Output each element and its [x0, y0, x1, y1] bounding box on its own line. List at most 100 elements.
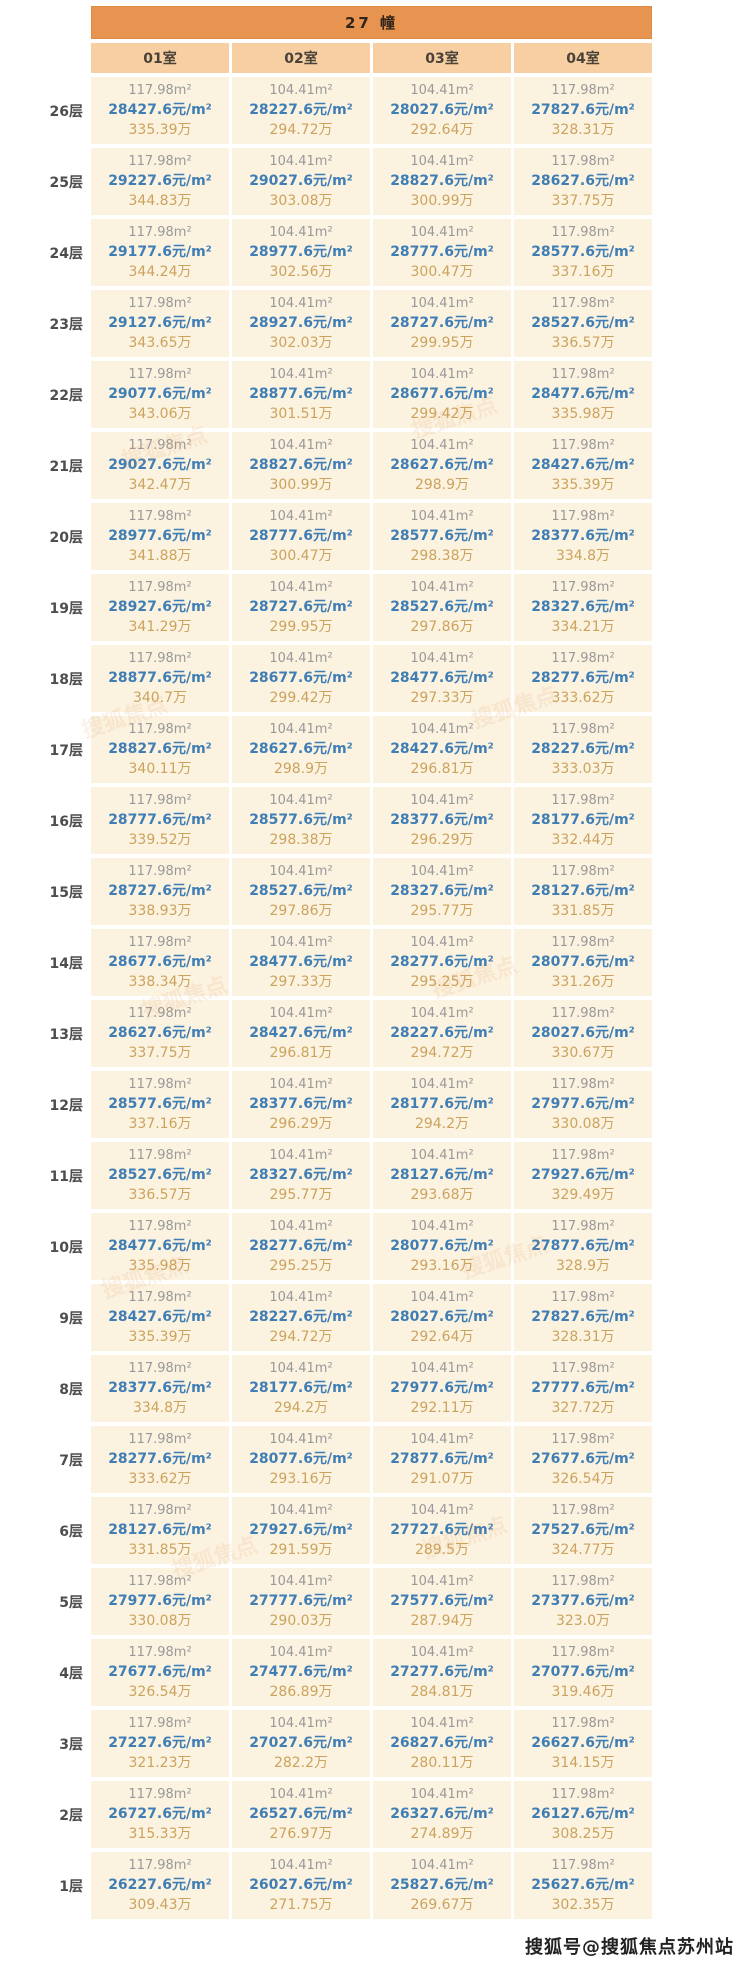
price-cell: 104.41m² 25827.6元/m² 269.67万	[373, 1852, 511, 1919]
area-value: 117.98m²	[128, 154, 192, 169]
price-cell: 117.98m² 27077.6元/m² 319.46万	[514, 1639, 652, 1706]
floor-label: 13层	[49, 1026, 83, 1043]
price-cell: 117.98m² 29227.6元/m² 344.83万	[91, 148, 229, 215]
unit-price-value: 29127.6元/m²	[108, 315, 212, 331]
total-price-value: 292.64万	[410, 1329, 474, 1345]
area-value: 104.41m²	[269, 154, 333, 169]
floor-label: 3层	[59, 1736, 83, 1753]
area-value: 104.41m²	[269, 864, 333, 879]
area-value: 117.98m²	[551, 722, 615, 737]
unit-price-value: 28127.6元/m²	[390, 1167, 494, 1183]
total-price-value: 344.24万	[128, 264, 192, 280]
unit-price-value: 29077.6元/m²	[108, 386, 212, 402]
unit-price-value: 28977.6元/m²	[249, 244, 353, 260]
price-cell: 117.98m² 26627.6元/m² 314.15万	[514, 1710, 652, 1777]
total-price-value: 331.26万	[551, 974, 615, 990]
total-price-value: 302.03万	[269, 335, 333, 351]
unit-price-value: 26827.6元/m²	[390, 1735, 494, 1751]
total-price-value: 326.54万	[128, 1684, 192, 1700]
total-price-value: 286.89万	[269, 1684, 333, 1700]
total-price-value: 337.75万	[551, 193, 615, 209]
area-value: 117.98m²	[128, 1006, 192, 1021]
unit-price-value: 27977.6元/m²	[108, 1593, 212, 1609]
price-cell: 117.98m² 28077.6元/m² 331.26万	[514, 929, 652, 996]
area-value: 117.98m²	[551, 1645, 615, 1660]
price-cell: 117.98m² 29127.6元/m² 343.65万	[91, 290, 229, 357]
floor-label: 5层	[59, 1594, 83, 1611]
area-value: 104.41m²	[269, 1574, 333, 1589]
unit-price-value: 28427.6元/m²	[108, 102, 212, 118]
price-cell: 117.98m² 28327.6元/m² 334.21万	[514, 574, 652, 641]
unit-price-value: 28127.6元/m²	[108, 1522, 212, 1538]
unit-price-value: 28577.6元/m²	[108, 1096, 212, 1112]
area-value: 104.41m²	[269, 1006, 333, 1021]
floor-label: 23层	[49, 316, 83, 333]
unit-price-value: 28777.6元/m²	[108, 812, 212, 828]
area-value: 104.41m²	[269, 296, 333, 311]
unit-price-value: 27377.6元/m²	[531, 1593, 635, 1609]
total-price-value: 296.29万	[269, 1116, 333, 1132]
unit-price-value: 28577.6元/m²	[390, 528, 494, 544]
price-cell: 104.41m² 27027.6元/m² 282.2万	[232, 1710, 370, 1777]
total-price-value: 299.95万	[410, 335, 474, 351]
unit-price-value: 28227.6元/m²	[531, 741, 635, 757]
price-cell: 104.41m² 28377.6元/m² 296.29万	[232, 1071, 370, 1138]
total-price-value: 297.33万	[410, 690, 474, 706]
price-cell: 117.98m² 27977.6元/m² 330.08万	[514, 1071, 652, 1138]
area-value: 104.41m²	[410, 1432, 474, 1447]
total-price-value: 308.25万	[551, 1826, 615, 1842]
unit-price-value: 28177.6元/m²	[390, 1096, 494, 1112]
total-price-value: 274.89万	[410, 1826, 474, 1842]
total-price-value: 291.59万	[269, 1542, 333, 1558]
area-value: 117.98m²	[551, 1503, 615, 1518]
area-value: 104.41m²	[269, 225, 333, 240]
total-price-value: 334.21万	[551, 619, 615, 635]
total-price-value: 298.38万	[410, 548, 474, 564]
price-cell: 117.98m² 29027.6元/m² 342.47万	[91, 432, 229, 499]
total-price-value: 294.2万	[273, 1400, 329, 1416]
total-price-value: 328.31万	[551, 1329, 615, 1345]
total-price-value: 295.77万	[410, 903, 474, 919]
total-price-value: 336.57万	[551, 335, 615, 351]
unit-price-value: 28877.6元/m²	[108, 670, 212, 686]
price-cell: 117.98m² 26227.6元/m² 309.43万	[91, 1852, 229, 1919]
price-cell: 104.41m² 28327.6元/m² 295.77万	[373, 858, 511, 925]
price-cell: 104.41m² 28777.6元/m² 300.47万	[373, 219, 511, 286]
area-value: 117.98m²	[551, 1361, 615, 1376]
unit-price-value: 28677.6元/m²	[390, 386, 494, 402]
unit-price-value: 27927.6元/m²	[249, 1522, 353, 1538]
unit-price-value: 27277.6元/m²	[390, 1664, 494, 1680]
unit-price-value: 27977.6元/m²	[390, 1380, 494, 1396]
unit-price-value: 27927.6元/m²	[531, 1167, 635, 1183]
area-value: 117.98m²	[551, 296, 615, 311]
total-price-value: 334.8万	[555, 548, 611, 564]
price-cell: 117.98m² 28527.6元/m² 336.57万	[91, 1142, 229, 1209]
total-price-value: 300.47万	[269, 548, 333, 564]
area-value: 104.41m²	[269, 1077, 333, 1092]
total-price-value: 333.03万	[551, 761, 615, 777]
total-price-value: 331.85万	[128, 1542, 192, 1558]
area-value: 117.98m²	[128, 1716, 192, 1731]
watermark-credit: 搜狐号@搜狐焦点苏州站	[525, 1937, 734, 1958]
price-cell: 117.98m² 28127.6元/m² 331.85万	[514, 858, 652, 925]
area-value: 117.98m²	[551, 1290, 615, 1305]
unit-price-value: 26227.6元/m²	[108, 1877, 212, 1893]
total-price-value: 341.88万	[128, 548, 192, 564]
unit-price-value: 28227.6元/m²	[249, 102, 353, 118]
price-cell: 117.98m² 28577.6元/m² 337.16万	[91, 1071, 229, 1138]
price-cell: 104.41m² 28827.6元/m² 300.99万	[373, 148, 511, 215]
unit-price-value: 28577.6元/m²	[249, 812, 353, 828]
area-value: 117.98m²	[128, 1787, 192, 1802]
price-cell: 104.41m² 28627.6元/m² 298.9万	[232, 716, 370, 783]
total-price-value: 299.95万	[269, 619, 333, 635]
price-cell: 104.41m² 28577.6元/m² 298.38万	[373, 503, 511, 570]
area-value: 117.98m²	[551, 1574, 615, 1589]
price-cell: 117.98m² 28427.6元/m² 335.39万	[91, 1284, 229, 1351]
floor-label: 19层	[49, 600, 83, 617]
area-value: 117.98m²	[551, 1432, 615, 1447]
price-cell: 104.41m² 28077.6元/m² 293.16万	[232, 1426, 370, 1493]
unit-price-value: 28627.6元/m²	[108, 1025, 212, 1041]
price-cell: 117.98m² 29077.6元/m² 343.06万	[91, 361, 229, 428]
area-value: 117.98m²	[551, 935, 615, 950]
area-value: 117.98m²	[128, 1219, 192, 1234]
